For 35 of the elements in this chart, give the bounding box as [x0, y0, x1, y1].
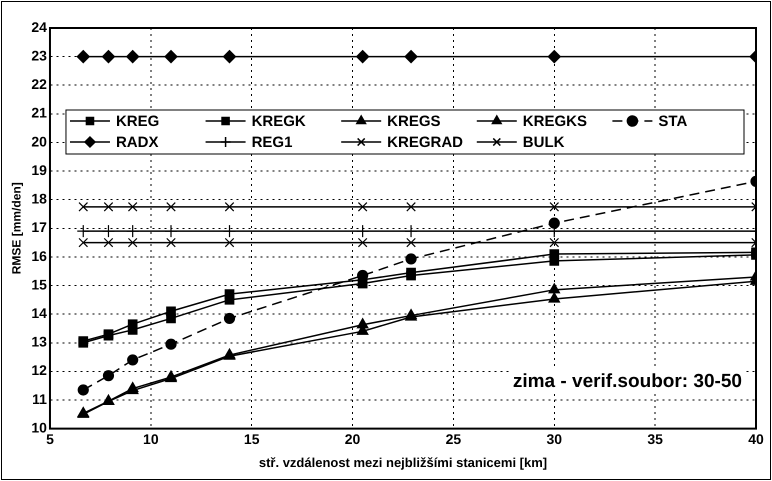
legend-label: KREGRAD	[387, 134, 464, 152]
legend-label: RADX	[116, 134, 158, 152]
x-tick-label: 20	[344, 430, 361, 447]
y-tick-label: 10	[31, 419, 48, 436]
legend-label: KREGK	[252, 113, 306, 130]
legend-label: REG1	[252, 134, 292, 152]
y-tick-label: 23	[31, 47, 48, 64]
x-tick-label: 40	[748, 430, 764, 447]
y-tick-label: 11	[32, 390, 48, 407]
y-tick-label: 13	[31, 334, 48, 350]
x-tick-label: 5	[46, 430, 54, 447]
x-axis-title: stř. vzdálenost mezi nejbližšími stanicemi [km]	[258, 454, 548, 470]
legend-label: KREGKS	[522, 113, 587, 130]
y-tick-label: 21	[31, 104, 48, 121]
y-tick-label: 22	[31, 76, 48, 92]
x-tick-label: 35	[647, 430, 664, 447]
y-tick-label: 24	[31, 18, 48, 35]
y-axis-title: RMSE [mm/den]	[10, 182, 24, 274]
y-tick-label: 17	[31, 219, 48, 236]
y-tick-label: 16	[31, 248, 48, 264]
y-tick-label: 20	[31, 133, 48, 150]
x-tick-label: 10	[143, 430, 159, 447]
y-tick-label: 15	[31, 276, 48, 292]
y-tick-label: 18	[31, 190, 48, 207]
x-tick-label: 25	[446, 430, 462, 447]
legend-label: STA	[658, 113, 688, 130]
y-tick-label: 12	[31, 362, 48, 378]
y-tick-label: 14	[31, 305, 48, 321]
y-tick-label: 19	[31, 162, 48, 178]
legend-label: KREG	[116, 113, 160, 130]
annotation: zima - verif.soubor: 30-50	[512, 370, 742, 392]
legend-label: BULK	[522, 134, 565, 152]
x-tick-label: 30	[546, 430, 562, 447]
legend-label: KREGS	[387, 113, 441, 130]
x-tick-label: 15	[244, 430, 260, 447]
